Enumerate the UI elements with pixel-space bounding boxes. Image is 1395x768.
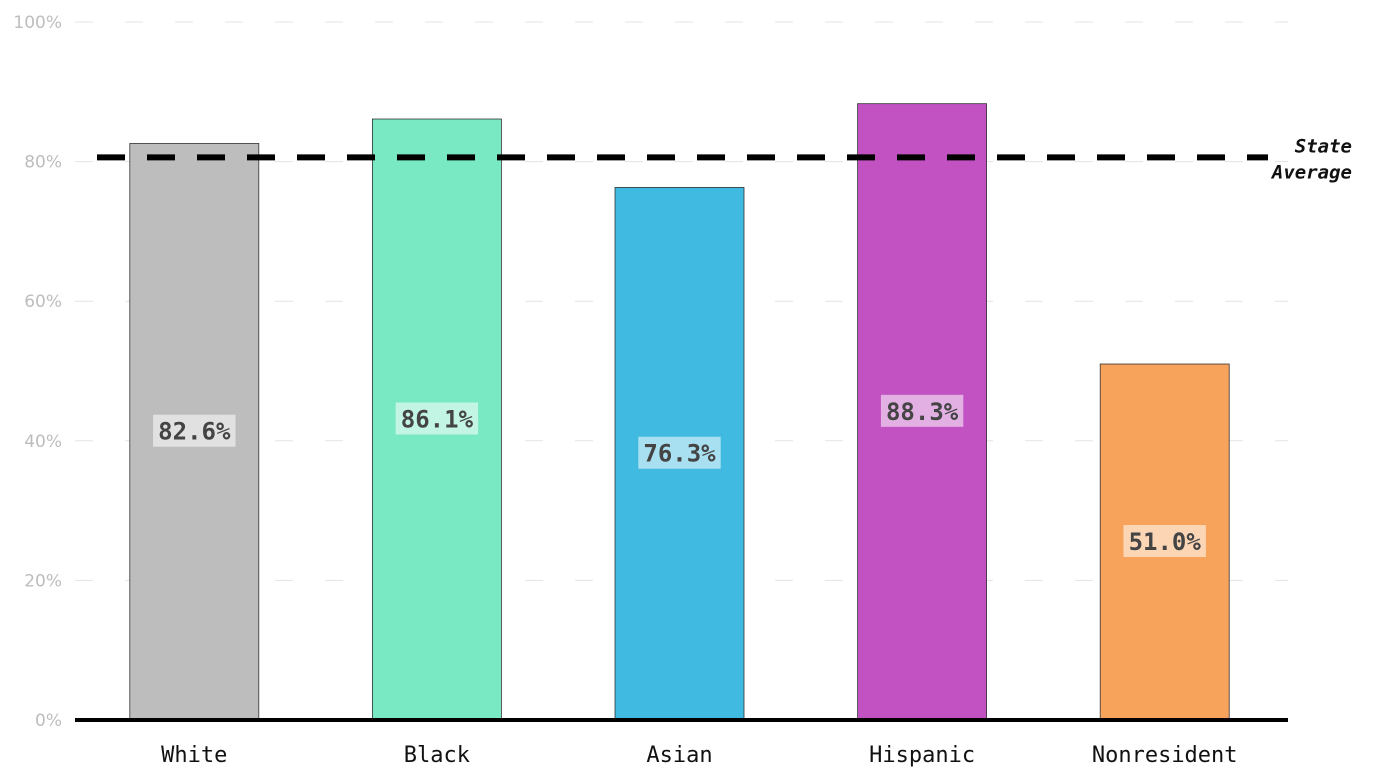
value-label: 76.3%: [643, 440, 716, 468]
x-tick-label: Asian: [646, 743, 712, 768]
y-tick-label: 100%: [13, 13, 62, 33]
state-average-label: State: [1295, 135, 1352, 157]
value-label-box: [880, 394, 964, 427]
x-tick-label: Black: [404, 743, 470, 768]
axis-layer: 0% 20% 40% 60% 80% 100% White Black Asian Hispani…: [13, 13, 1288, 768]
y-tick-label: 0%: [35, 711, 62, 731]
value-label-box: [1123, 525, 1206, 558]
y-tick-label: 20%: [24, 571, 62, 591]
value-label: 88.3%: [886, 398, 959, 426]
reference-line-layer: State Average: [97, 135, 1352, 183]
value-label-box: [638, 436, 721, 469]
x-tick-label: Nonresident: [1092, 743, 1238, 768]
y-tick-label: 60%: [24, 292, 62, 312]
y-tick-label: 40%: [24, 432, 62, 452]
state-average-label: Average: [1270, 161, 1352, 183]
value-label: 86.1%: [401, 406, 474, 434]
value-label-box: [153, 414, 236, 447]
x-tick-label: Hispanic: [869, 743, 975, 768]
value-label-box: [395, 402, 479, 435]
value-labels-layer: 82.6% 86.1% 76.3% 88.3% 51.0%: [153, 394, 1206, 558]
bars-layer: [129, 103, 1230, 721]
x-tick-label: White: [161, 743, 227, 768]
value-label: 51.0%: [1129, 528, 1202, 556]
value-label: 82.6%: [158, 418, 231, 446]
y-tick-label: 80%: [24, 153, 62, 173]
